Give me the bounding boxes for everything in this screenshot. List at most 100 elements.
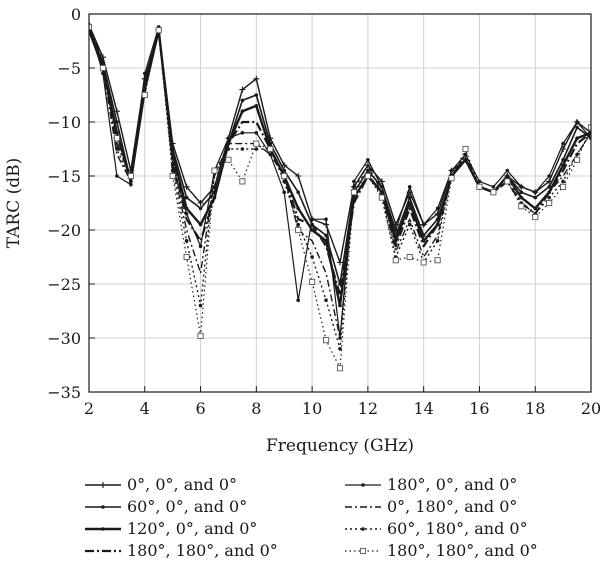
x-tick-label: 14: [413, 399, 433, 418]
data-point: [378, 178, 385, 185]
data-point: [295, 173, 302, 179]
x-tick-label: 16: [469, 399, 489, 418]
legend-item: 0°, 0°, and 0°: [85, 475, 237, 494]
data-point: [282, 190, 287, 194]
data-point: [560, 183, 567, 190]
series-4: [89, 26, 591, 296]
data-point: [364, 172, 371, 180]
data-point: [324, 233, 328, 238]
data-point: [296, 190, 300, 194]
data-point: [141, 91, 148, 99]
data-point: [561, 141, 565, 146]
data-point: [254, 104, 259, 108]
data-point: [253, 75, 260, 82]
legend-item: 180°, 0°, and 0°: [345, 475, 517, 494]
data-point: [449, 168, 454, 173]
data-point: [183, 183, 190, 190]
data-point: [504, 178, 511, 185]
data-point: [434, 257, 441, 264]
legend-item: 180°, 180°, and 0°: [345, 541, 538, 560]
legend-item: 120°, 0°, and 0°: [85, 519, 257, 538]
data-point: [392, 257, 399, 264]
data-point: [366, 168, 370, 173]
legend-marker: [359, 547, 367, 555]
data-point: [254, 131, 259, 135]
data-point: [420, 259, 427, 266]
data-point: [476, 183, 483, 190]
data-point: [310, 255, 314, 259]
data-point: [462, 145, 469, 153]
data-point: [309, 278, 316, 285]
legend-item: 0°, 180°, and 0°: [345, 497, 517, 516]
data-point: [366, 158, 370, 162]
data-point: [324, 298, 328, 303]
legend-label: 0°, 180°, and 0°: [387, 497, 517, 516]
data-point: [518, 203, 525, 210]
legend-label: 180°, 0°, and 0°: [387, 475, 517, 494]
data-point: [198, 222, 203, 227]
legend-marker: [361, 527, 365, 531]
data-point: [198, 303, 203, 308]
data-point: [127, 172, 134, 180]
data-point: [338, 303, 342, 308]
data-point: [184, 239, 189, 243]
data-point: [505, 174, 510, 178]
data-point: [310, 228, 314, 232]
y-axis-ticks: 0 −5 −10 −15 −20 −25 −30 −35: [47, 5, 95, 402]
data-point: [463, 152, 468, 157]
data-point: [505, 168, 510, 173]
data-point: [393, 228, 398, 232]
data-point: [198, 244, 203, 248]
data-point: [99, 64, 106, 72]
series-line: [89, 24, 591, 264]
data-point: [267, 145, 274, 153]
data-point: [226, 136, 231, 140]
legend-marker: [101, 505, 105, 509]
data-point: [407, 201, 412, 205]
data-point: [296, 206, 300, 211]
data-point: [129, 179, 133, 184]
data-point: [129, 182, 133, 187]
data-point: [519, 185, 524, 189]
data-point: [587, 124, 591, 131]
legend-label: 180°, 180°, and 0°: [127, 541, 278, 560]
legend-label: 60°, 180°, and 0°: [387, 519, 528, 538]
y-tick-label: −20: [47, 221, 81, 240]
data-point: [239, 86, 246, 93]
legend-marker: [101, 527, 105, 531]
data-point: [448, 175, 455, 182]
data-point: [281, 172, 288, 180]
series-8: [89, 23, 591, 372]
data-point: [240, 147, 245, 151]
data-point: [407, 222, 412, 227]
data-point: [296, 298, 300, 303]
data-point: [295, 226, 302, 234]
legend-label: 60°, 0°, and 0°: [127, 497, 247, 516]
x-axis-ticks: 2 4 6 8 10 12 14 16 18 20: [84, 386, 600, 418]
legend-item: 180°, 180°, and 0°: [85, 541, 278, 560]
data-point: [113, 135, 120, 142]
data-point: [226, 141, 231, 146]
data-point: [561, 179, 565, 184]
y-tick-label: −35: [47, 383, 81, 402]
plot-frame: [88, 13, 592, 393]
legend: 0°, 0°, and 0° 60°, 0°, and 0° 120°, 0°, a…: [85, 475, 538, 560]
data-point: [198, 206, 203, 211]
data-point: [115, 147, 119, 151]
data-point: [519, 195, 524, 200]
data-point: [352, 179, 356, 184]
data-point: [407, 195, 412, 200]
data-point: [254, 147, 259, 151]
legend-label: 0°, 0°, and 0°: [127, 475, 237, 494]
data-point: [547, 195, 551, 200]
legend-item: 60°, 180°, and 0°: [345, 519, 528, 538]
data-point: [239, 178, 246, 185]
data-point: [477, 179, 482, 184]
data-point: [240, 109, 245, 113]
data-point: [184, 195, 189, 200]
data-point: [197, 332, 204, 339]
x-axis-title: Frequency (GHz): [266, 436, 414, 456]
data-point: [282, 168, 287, 173]
data-point: [115, 120, 119, 124]
series-line: [89, 26, 591, 296]
